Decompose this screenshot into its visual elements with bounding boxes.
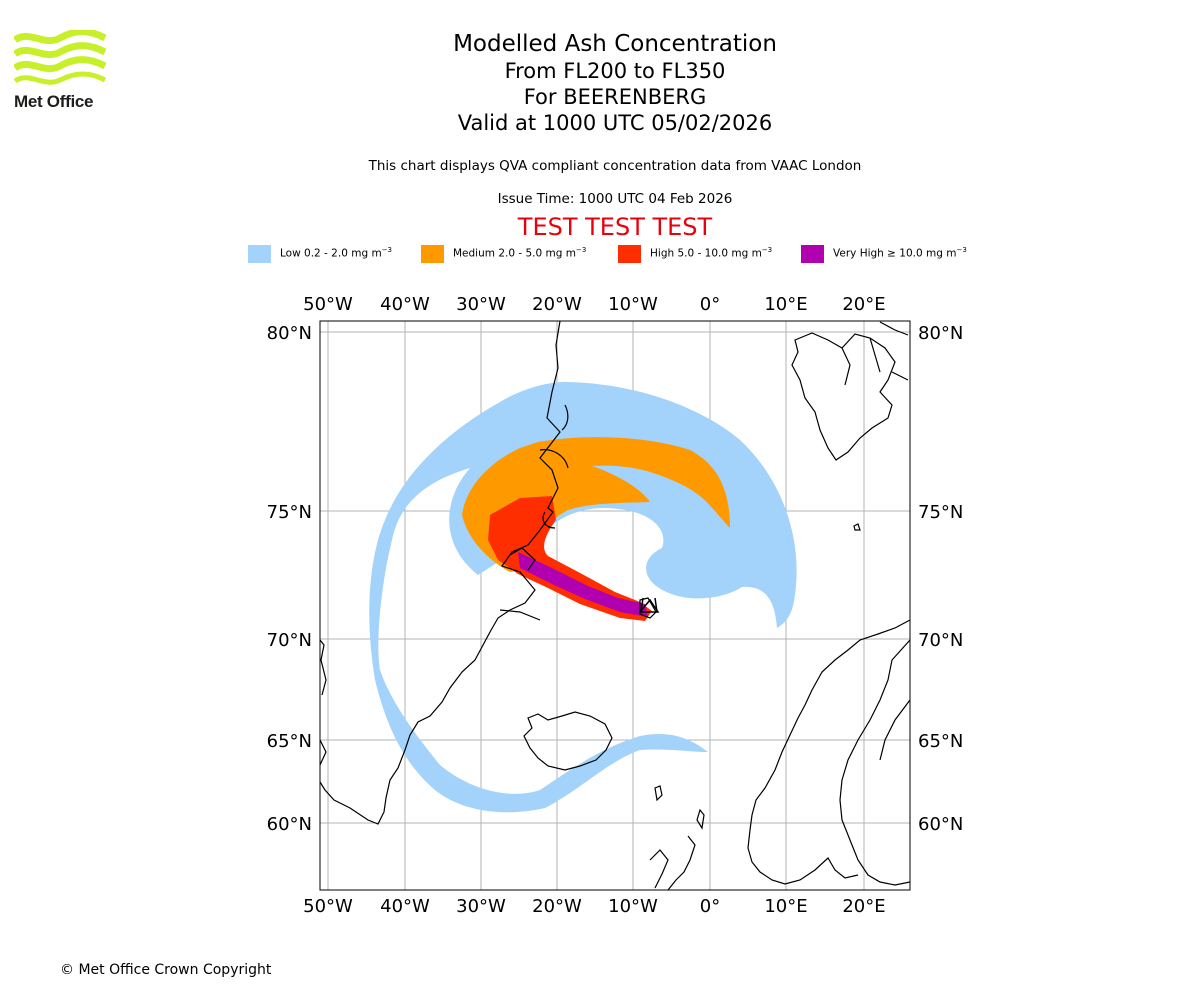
lat-ticks-left: 80°N 75°N 70°N 65°N 60°N xyxy=(267,323,312,835)
tick-right-60n: 60°N xyxy=(918,814,963,835)
lon-ticks-bottom: 50°W 40°W 30°W 20°W 10°W 0° 10°E 20°E xyxy=(303,896,885,917)
coast-small-island xyxy=(853,523,861,531)
tick-bottom-20w: 20°W xyxy=(532,896,582,917)
tick-left-75n: 75°N xyxy=(267,502,312,523)
tick-right-75n: 75°N xyxy=(918,502,963,523)
logo-text: Met Office xyxy=(14,92,94,111)
ash-high-layer xyxy=(488,496,652,621)
ash-high-plume xyxy=(488,496,652,621)
coast-greenland-fjords xyxy=(499,404,569,621)
legend-swatch-medium xyxy=(421,245,444,263)
coast-iceland xyxy=(523,711,613,771)
coast-faroe xyxy=(654,785,663,802)
lat-ticks-right: 80°N 75°N 70°N 65°N 60°N xyxy=(918,323,963,835)
legend-label-medium: Medium 2.0 - 5.0 mg m xyxy=(453,247,576,260)
coast-greenland-west xyxy=(320,639,327,766)
tick-top-10w: 10°W xyxy=(608,294,658,315)
tick-left-80n: 80°N xyxy=(267,323,312,344)
map-frame xyxy=(319,320,911,891)
legend-label-very-high: Very High ≥ 10.0 mg m xyxy=(833,247,957,260)
tick-top-30w: 30°W xyxy=(456,294,506,315)
tick-bottom-40w: 40°W xyxy=(380,896,430,917)
test-banner: TEST TEST TEST xyxy=(517,213,713,241)
flight-level-range: From FL200 to FL350 xyxy=(504,59,726,83)
coast-shetland xyxy=(667,808,705,890)
copyright-notice: © Met Office Crown Copyright xyxy=(60,962,272,978)
coastlines xyxy=(320,321,910,890)
legend-label-low: Low 0.2 - 2.0 mg m xyxy=(280,247,382,260)
ash-very-high-layer xyxy=(518,552,648,617)
tick-top-50w: 50°W xyxy=(303,294,353,315)
tick-right-65n: 65°N xyxy=(918,731,963,752)
tick-right-70n: 70°N xyxy=(918,630,963,651)
ash-very-high-plume xyxy=(518,552,648,617)
tick-bottom-30w: 30°W xyxy=(456,896,506,917)
volcano-marker xyxy=(638,597,660,613)
tick-bottom-20e: 20°E xyxy=(842,896,885,917)
tick-top-20w: 20°W xyxy=(532,294,582,315)
tick-top-40w: 40°W xyxy=(380,294,430,315)
chart-title-block: Modelled Ash Concentration From FL200 to… xyxy=(315,30,915,136)
chart-title: Modelled Ash Concentration xyxy=(453,31,777,57)
lon-ticks-top: 50°W 40°W 30°W 20°W 10°W 0° 10°E 20°E xyxy=(303,294,885,315)
legend-swatch-very-high xyxy=(801,245,824,263)
tick-bottom-0: 0° xyxy=(700,896,720,917)
coast-franz-josef xyxy=(879,321,909,381)
volcano-name: For BEERENBERG xyxy=(523,85,707,109)
legend-swatch-high xyxy=(618,245,641,263)
coast-sweden-finland xyxy=(839,639,910,886)
tick-top-0: 0° xyxy=(700,294,720,315)
coast-norway xyxy=(747,619,910,885)
tick-bottom-10e: 10°E xyxy=(764,896,807,917)
tick-bottom-50w: 50°W xyxy=(303,896,353,917)
coast-scotland xyxy=(649,849,669,889)
tick-right-80n: 80°N xyxy=(918,323,963,344)
tick-top-20e: 20°E xyxy=(842,294,885,315)
valid-time: Valid at 1000 UTC 05/02/2026 xyxy=(457,111,773,135)
legend-label-high: High 5.0 - 10.0 mg m xyxy=(650,247,762,260)
coast-svalbard xyxy=(791,332,896,461)
chart-description: This chart displays QVA compliant concen… xyxy=(368,158,862,174)
tick-left-70n: 70°N xyxy=(267,630,312,651)
met-office-waves-icon xyxy=(14,30,106,85)
tick-bottom-10w: 10°W xyxy=(608,896,658,917)
tick-left-60n: 60°N xyxy=(267,814,312,835)
coast-greenland-east xyxy=(320,321,561,825)
issue-time: Issue Time: 1000 UTC 04 Feb 2026 xyxy=(497,191,733,207)
tick-top-10e: 10°E xyxy=(764,294,807,315)
tick-left-65n: 65°N xyxy=(267,731,312,752)
legend-swatch-low xyxy=(248,245,271,263)
met-office-logo: Met Office xyxy=(14,30,109,111)
